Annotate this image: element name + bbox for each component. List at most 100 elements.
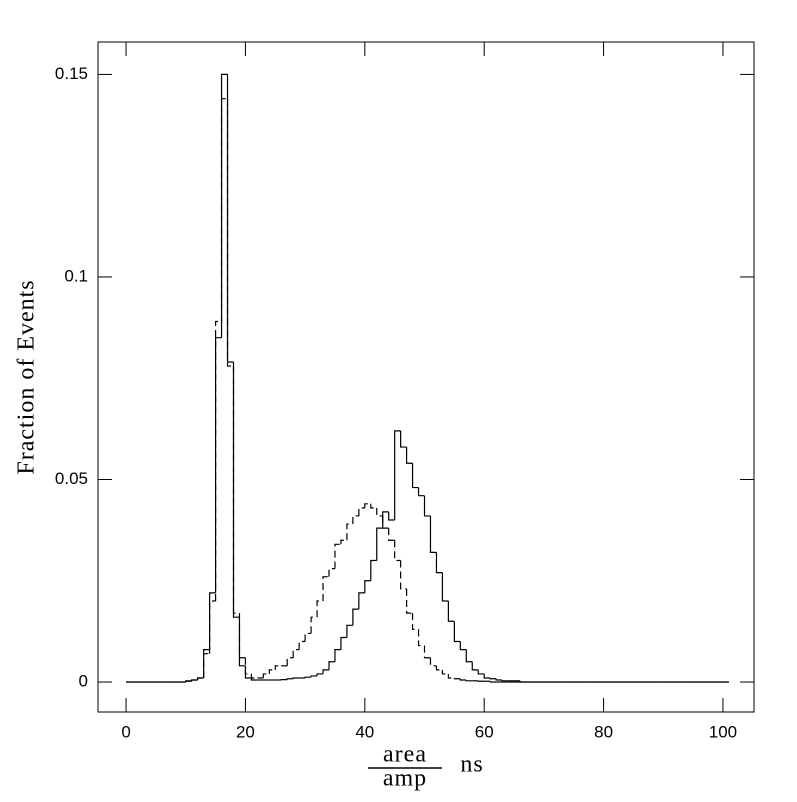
histogram-step: [430, 658, 436, 666]
histogram-step: [311, 617, 317, 633]
histogram-step: [383, 516, 389, 528]
histogram-step: [401, 561, 407, 589]
histogram-step: [228, 99, 234, 366]
histogram-step: [413, 463, 419, 487]
histogram-step: [442, 573, 448, 601]
histogram-step: [502, 680, 508, 681]
plot-frame: [98, 42, 754, 712]
histogram-step: [454, 621, 460, 641]
y-tick-label: 0: [79, 672, 88, 691]
histogram-step: [222, 74, 228, 337]
histogram-step: [413, 613, 419, 629]
histogram-step: [192, 680, 198, 681]
histogram-step: [239, 617, 245, 666]
histogram-step: [478, 670, 484, 674]
histogram-step: [407, 447, 413, 463]
histogram-step: [228, 74, 234, 362]
histogram-step: [353, 609, 359, 625]
histogram-step: [335, 650, 341, 662]
histogram-step: [311, 676, 317, 677]
histogram-step: [419, 488, 425, 496]
histogram-step: [293, 650, 299, 658]
histogram-step: [275, 666, 281, 670]
histogram-step: [436, 666, 442, 670]
histogram-step: [490, 681, 496, 682]
histogram-step: [448, 601, 454, 621]
histogram-step: [466, 680, 472, 681]
histogram-step: [293, 678, 299, 679]
x-label-denominator: amp: [383, 766, 427, 792]
histogram-step: [287, 679, 293, 680]
histogram-step: [442, 670, 448, 674]
histogram-step: [395, 540, 401, 560]
histogram-step: [245, 666, 251, 678]
histogram-step: [430, 516, 436, 552]
y-tick-label: 0.15: [55, 64, 88, 83]
y-tick-label: 0.1: [64, 266, 88, 285]
histogram-step: [389, 512, 395, 520]
histogram-step: [305, 677, 311, 678]
histogram-step: [335, 544, 341, 568]
histogram-step: [371, 561, 377, 581]
histogram-step: [269, 670, 275, 674]
histogram-step: [365, 581, 371, 593]
x-label-numerator: area: [383, 742, 427, 768]
histogram-step: [341, 540, 347, 544]
histogram-step: [436, 552, 442, 572]
histogram-step: [472, 662, 478, 670]
histogram-step: [454, 678, 460, 679]
histogram-step: [371, 504, 377, 508]
histogram-step: [329, 662, 335, 670]
histogram-step: [210, 601, 216, 654]
histogram-step: [251, 674, 257, 678]
histogram-step: [460, 679, 466, 680]
histogram-step: [216, 322, 222, 602]
histogram-step: [419, 629, 425, 645]
histogram-step: [407, 589, 413, 613]
x-label-unit: ns: [460, 752, 483, 778]
histogram-step: [383, 512, 389, 528]
histogram-step: [329, 569, 335, 577]
histogram-step: [389, 528, 395, 540]
histogram-step: [317, 601, 323, 617]
histogram-step: [239, 613, 245, 658]
histogram-step: [305, 633, 311, 641]
histogram-step: [377, 528, 383, 560]
histogram-step: [233, 366, 239, 613]
histogram-step: [359, 593, 365, 609]
histogram-step: [287, 658, 293, 666]
histogram-step: [496, 679, 502, 680]
histogram-step: [216, 338, 222, 593]
histogram-step: [425, 496, 431, 516]
histogram-step: [204, 654, 210, 678]
histogram-step: [460, 642, 466, 650]
histogram-step: [377, 508, 383, 516]
histogram-step: [395, 431, 401, 520]
histogram-step: [317, 674, 323, 676]
histogram-step: [425, 646, 431, 658]
x-tick-label: 20: [236, 722, 255, 741]
y-axis-label: Fraction of Events: [14, 279, 40, 474]
histogram-step: [353, 516, 359, 524]
histogram-step: [186, 681, 192, 682]
histogram-step: [263, 674, 269, 678]
histogram-step: [245, 658, 251, 674]
histogram-step: [365, 504, 371, 508]
histogram-step: [347, 625, 353, 637]
histogram-step: [347, 524, 353, 540]
histogram-step: [233, 362, 239, 617]
histogram-step: [448, 674, 454, 678]
histogram-step: [484, 674, 490, 678]
histogram-step: [323, 577, 329, 601]
y-tick-label: 0.05: [55, 469, 88, 488]
histogram-step: [490, 678, 496, 679]
x-tick-label: 80: [594, 722, 613, 741]
histogram-step: [222, 99, 228, 322]
histogram-step: [359, 508, 365, 516]
histogram-step: [323, 670, 329, 674]
histogram-step: [341, 637, 347, 649]
histogram-step: [299, 642, 305, 650]
x-tick-label: 100: [709, 722, 737, 741]
histogram-step: [401, 431, 407, 447]
